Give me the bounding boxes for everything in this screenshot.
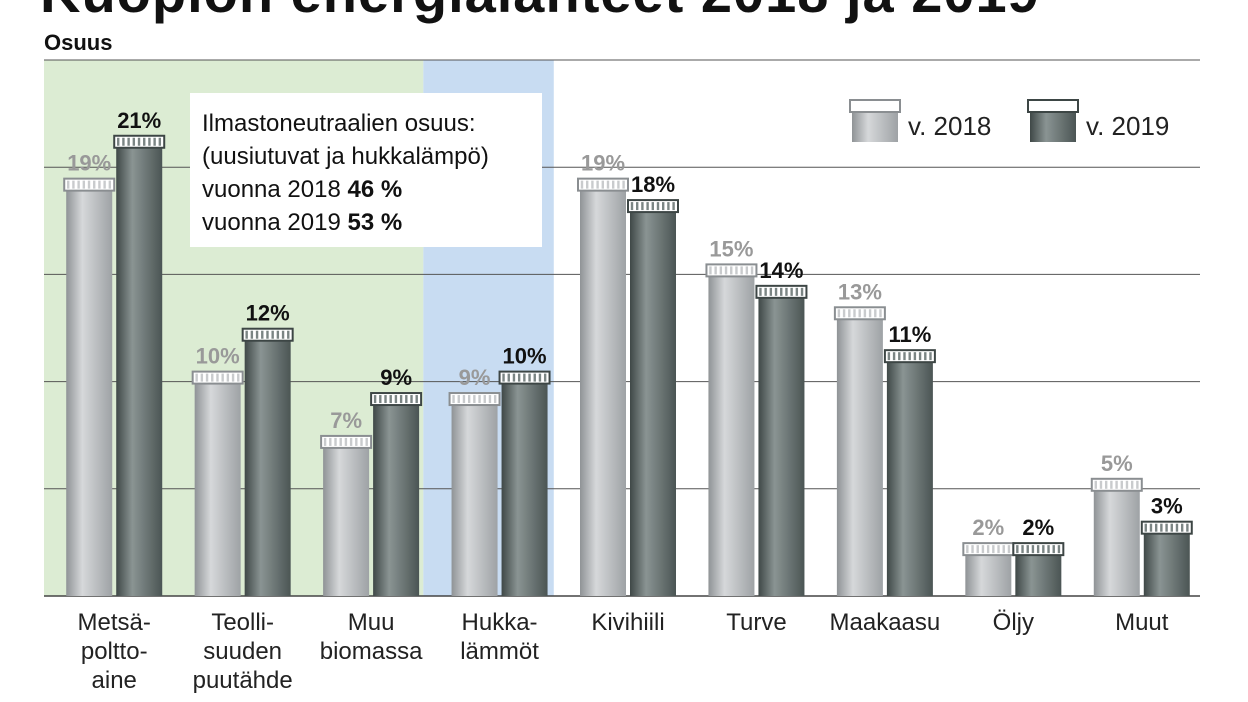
bar-2018: [191, 370, 244, 596]
value-label: 19%: [67, 151, 111, 176]
legend-2019: v. 2019: [1027, 99, 1169, 142]
chart-title: Kuopion energialähteet 2018 ja 2019: [40, 0, 1040, 25]
category-label: Hukka-lämmöt: [460, 609, 539, 665]
bar-2018: [705, 263, 758, 596]
value-label: 7%: [330, 408, 362, 433]
value-label: 10%: [503, 344, 547, 369]
value-label: 18%: [631, 172, 675, 197]
value-label: 14%: [759, 258, 803, 283]
bar-2018: [962, 542, 1015, 596]
category-label: Turve: [726, 609, 786, 636]
value-label: 5%: [1101, 451, 1133, 476]
info-2019-prefix: vuonna 2019: [202, 209, 341, 236]
bar-2018: [577, 177, 629, 596]
value-label: 13%: [838, 279, 882, 304]
bar-2019: [370, 392, 423, 596]
category-label: Teolli-suuden puutähde: [193, 609, 293, 694]
legend-2018: v. 2018: [849, 99, 991, 142]
info-line-2019: vuonna 2019 53 %: [202, 206, 530, 239]
bar-2018: [320, 434, 373, 596]
y-axis-label: Osuus: [44, 30, 113, 55]
value-label: 10%: [196, 344, 240, 369]
category-label: Maakaasu: [830, 609, 941, 636]
category-label: Metsä-poltto-aine: [78, 609, 151, 694]
category-label: Kivihiili: [591, 609, 664, 636]
info-line-2018: vuonna 2018 46 %: [202, 173, 530, 206]
bar-2018: [63, 177, 116, 596]
bar-2019: [498, 370, 551, 596]
info-box: Ilmastoneutraalien osuus: (uusiutuvat ja…: [190, 93, 542, 247]
bar-2018: [448, 392, 501, 596]
info-heading: Ilmastoneutraalien osuus:: [202, 110, 476, 137]
category-label: Öljy: [993, 609, 1034, 636]
legend-label: v. 2018: [908, 111, 991, 141]
info-2018-prefix: vuonna 2018: [202, 176, 341, 203]
value-label: 21%: [117, 108, 161, 133]
value-label: 3%: [1151, 494, 1183, 519]
bar-2019: [241, 327, 294, 596]
legend-label: v. 2019: [1086, 111, 1169, 141]
bar-2019: [627, 199, 679, 596]
category-label: Muut: [1115, 609, 1169, 636]
info-2018-value: 46 %: [347, 176, 403, 203]
bar-2019: [1012, 542, 1065, 596]
value-label: 9%: [380, 365, 412, 390]
bar-2019: [113, 134, 166, 596]
value-label: 2%: [1022, 515, 1054, 540]
value-label: 9%: [459, 365, 491, 390]
value-label: 2%: [972, 515, 1004, 540]
value-label: 12%: [246, 301, 290, 326]
value-label: 15%: [709, 236, 753, 261]
bar-2018: [833, 306, 886, 596]
info-2019-value: 53 %: [347, 209, 403, 236]
bar-2019: [883, 349, 936, 596]
bar-2019: [755, 284, 808, 596]
info-note: (uusiutuvat ja hukkalämpö): [202, 143, 489, 170]
bar-2018: [1090, 477, 1143, 596]
category-label: Muu biomassa: [320, 609, 423, 665]
value-label: 11%: [888, 322, 931, 347]
value-label: 19%: [581, 151, 625, 176]
bar-2019: [1140, 520, 1193, 596]
